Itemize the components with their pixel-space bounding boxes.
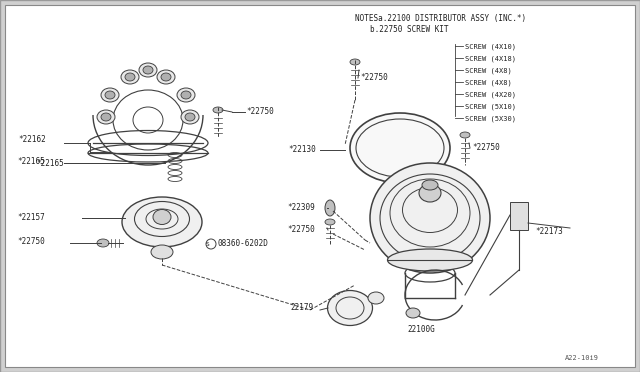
Ellipse shape (97, 110, 115, 124)
Ellipse shape (406, 308, 420, 318)
Text: *22165: *22165 (36, 158, 64, 167)
Ellipse shape (157, 70, 175, 84)
Text: *22173: *22173 (535, 228, 563, 237)
Ellipse shape (181, 91, 191, 99)
Ellipse shape (185, 113, 195, 121)
Text: 08360-6202D: 08360-6202D (217, 240, 268, 248)
Text: *22750: *22750 (17, 237, 45, 247)
Ellipse shape (350, 59, 360, 65)
Ellipse shape (370, 163, 490, 273)
Text: SCREW (4X8): SCREW (4X8) (465, 68, 512, 74)
Ellipse shape (105, 91, 115, 99)
FancyBboxPatch shape (510, 202, 528, 230)
Ellipse shape (181, 110, 199, 124)
Ellipse shape (101, 113, 111, 121)
Ellipse shape (101, 88, 119, 102)
Text: SCREW (4X18): SCREW (4X18) (465, 56, 516, 62)
Ellipse shape (350, 113, 450, 183)
Ellipse shape (125, 73, 135, 81)
Ellipse shape (328, 291, 372, 326)
Text: *22750: *22750 (246, 108, 274, 116)
Text: *22750: *22750 (287, 225, 315, 234)
Text: SCREW (4X20): SCREW (4X20) (465, 92, 516, 99)
Ellipse shape (151, 245, 173, 259)
Ellipse shape (122, 197, 202, 247)
Ellipse shape (97, 239, 109, 247)
Text: SCREW (5X30): SCREW (5X30) (465, 116, 516, 122)
Ellipse shape (325, 200, 335, 216)
Text: 22100G: 22100G (407, 326, 435, 334)
Text: SCREW (4X8): SCREW (4X8) (465, 80, 512, 87)
Ellipse shape (143, 66, 153, 74)
Ellipse shape (419, 184, 441, 202)
Text: A22-10i9: A22-10i9 (565, 355, 599, 361)
Text: *22750: *22750 (360, 74, 388, 83)
Ellipse shape (153, 209, 171, 224)
Ellipse shape (177, 88, 195, 102)
Ellipse shape (368, 292, 384, 304)
Ellipse shape (161, 73, 171, 81)
Ellipse shape (213, 107, 223, 113)
Text: *22309: *22309 (287, 203, 315, 212)
Text: SCREW (5X10): SCREW (5X10) (465, 104, 516, 110)
Text: *22130: *22130 (288, 145, 316, 154)
Ellipse shape (387, 249, 472, 271)
Text: NOTESa.22100 DISTRIBUTOR ASSY (INC.*): NOTESa.22100 DISTRIBUTOR ASSY (INC.*) (355, 13, 526, 22)
Ellipse shape (139, 63, 157, 77)
Text: SCREW (4X10): SCREW (4X10) (465, 44, 516, 51)
Text: S: S (206, 241, 210, 247)
Text: 22179: 22179 (290, 304, 313, 312)
Text: *22157: *22157 (17, 214, 45, 222)
Ellipse shape (460, 132, 470, 138)
Ellipse shape (121, 70, 139, 84)
Text: *22165: *22165 (17, 157, 45, 167)
Text: *22162: *22162 (18, 135, 45, 144)
Text: *22750: *22750 (472, 144, 500, 153)
Ellipse shape (422, 180, 438, 190)
Text: b.22750 SCREW KIT: b.22750 SCREW KIT (370, 26, 449, 35)
Ellipse shape (325, 219, 335, 225)
